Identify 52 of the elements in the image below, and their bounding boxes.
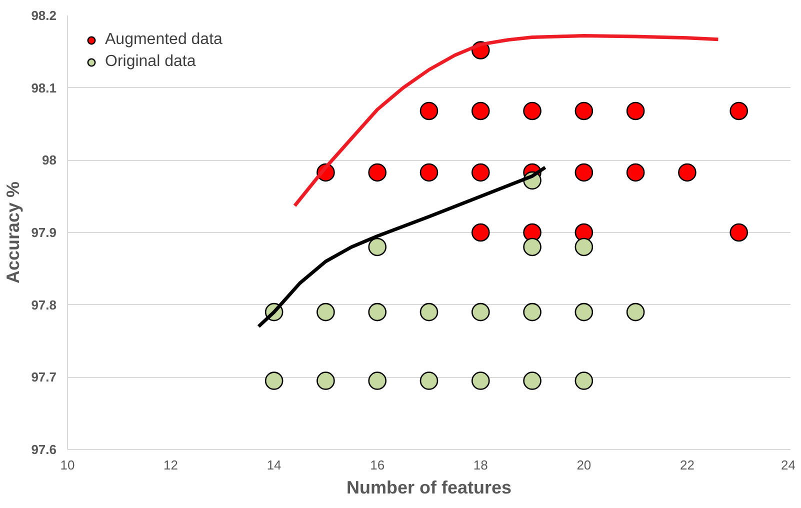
- point: [316, 302, 335, 322]
- point: [574, 163, 594, 182]
- point: [626, 302, 645, 322]
- y-tick-label: 98.2: [31, 8, 57, 23]
- point: [420, 102, 438, 120]
- y-tick-label: 97.7: [31, 370, 57, 385]
- point: [730, 223, 748, 242]
- point: [523, 302, 542, 322]
- point: [523, 223, 542, 242]
- point: [420, 302, 438, 322]
- point: [523, 372, 542, 390]
- point: [574, 302, 594, 322]
- point: [626, 102, 645, 120]
- point: [368, 238, 387, 256]
- point: [574, 372, 594, 390]
- point: [678, 163, 696, 182]
- x-tick-label: 10: [60, 458, 75, 472]
- x-tick-label: 14: [266, 458, 282, 472]
- y-tick-label: 98: [42, 152, 57, 168]
- point: [471, 102, 490, 120]
- x-tick-label: 18: [473, 458, 488, 472]
- x-axis-title: Number of features: [346, 478, 512, 498]
- x-tick-label: 16: [370, 458, 385, 472]
- point: [471, 372, 490, 390]
- point: [523, 238, 542, 256]
- legend-label: Original data: [105, 53, 196, 71]
- y-tick-label: 97.6: [31, 442, 57, 457]
- x-tick-label: 12: [164, 458, 178, 472]
- point: [471, 223, 490, 242]
- y-tick-label: 98.1: [31, 80, 57, 96]
- point: [574, 102, 594, 120]
- x-tick-label: 20: [576, 458, 592, 472]
- x-tick-label: 22: [680, 458, 694, 472]
- point: [523, 102, 542, 120]
- point: [574, 238, 594, 256]
- legend-label: Augmented data: [105, 31, 222, 49]
- point: [626, 163, 645, 182]
- point: [368, 163, 387, 182]
- y-tick-label: 97.9: [31, 225, 57, 240]
- point: [368, 372, 387, 390]
- point: [471, 163, 490, 182]
- x-tick-label: 24: [781, 458, 796, 472]
- point: [420, 163, 438, 182]
- point: [316, 372, 335, 390]
- line-series: [292, 34, 720, 208]
- point: [420, 372, 438, 390]
- y-axis-title: Accuracy %: [3, 181, 24, 284]
- point: [368, 302, 387, 322]
- y-tick-label: 97.8: [31, 297, 57, 312]
- point: [471, 302, 490, 322]
- point: [730, 102, 748, 120]
- point: [264, 372, 284, 390]
